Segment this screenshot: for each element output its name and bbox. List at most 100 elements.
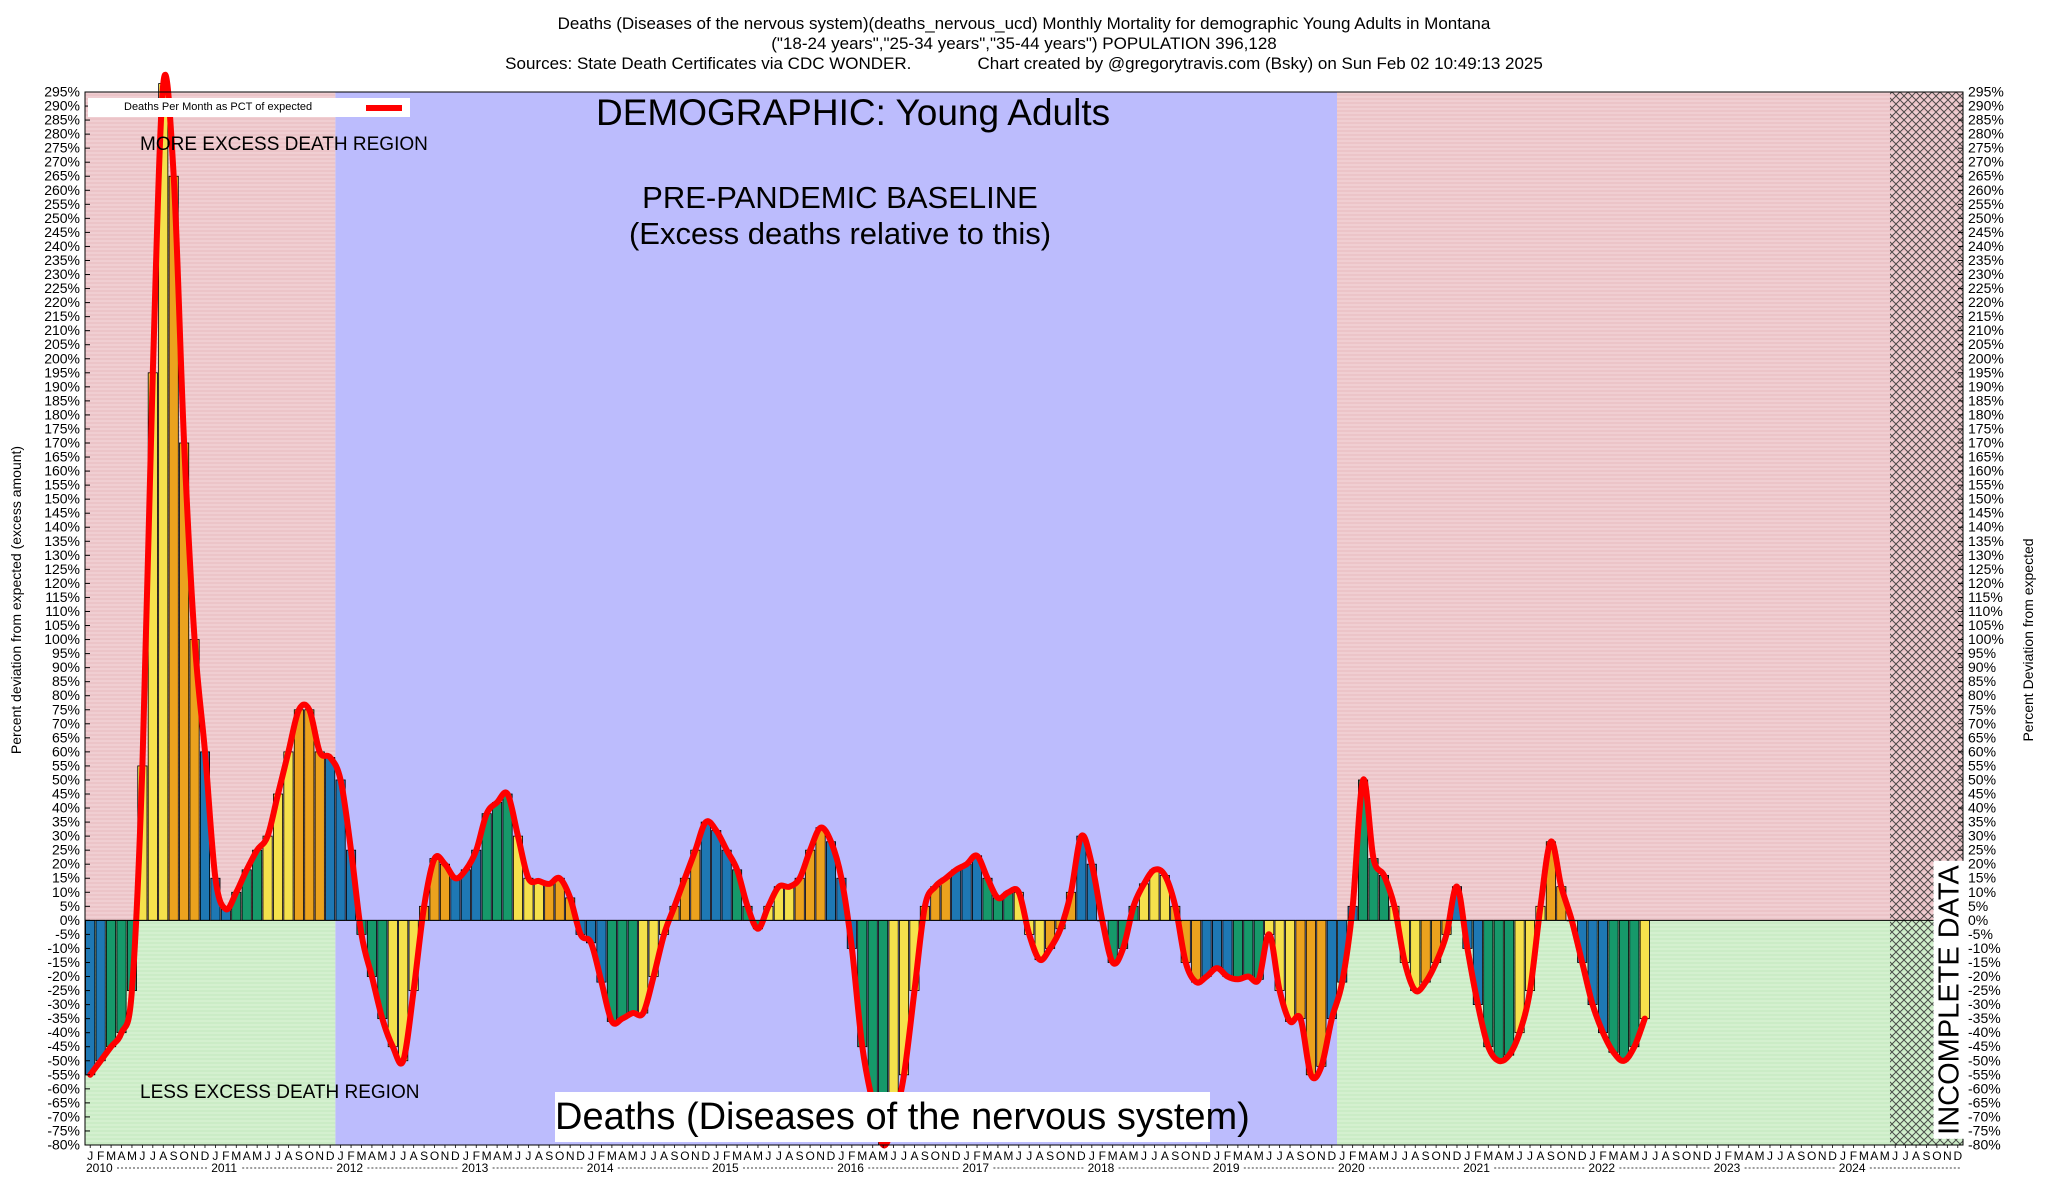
- x-month-label: D: [1703, 1149, 1712, 1163]
- x-month-label: F: [1599, 1149, 1606, 1163]
- baseline-region: [335, 92, 1337, 1145]
- y-tick-label-right: 55%: [1968, 757, 1996, 773]
- y-tick-label-left: 15%: [52, 870, 80, 886]
- y-tick-label-right: 165%: [1968, 449, 2004, 465]
- x-month-label: F: [848, 1149, 855, 1163]
- x-month-label: A: [118, 1149, 126, 1163]
- x-month-label: S: [1672, 1149, 1680, 1163]
- x-month-label: D: [1453, 1149, 1462, 1163]
- y-tick-label-right: -5%: [1968, 926, 1993, 942]
- x-month-label: D: [1828, 1149, 1837, 1163]
- x-year-label: 2013: [462, 1161, 489, 1175]
- y-tick-label-left: 85%: [52, 673, 80, 689]
- x-month-label: M: [1608, 1149, 1618, 1163]
- y-tick-label-left: 100%: [44, 631, 80, 647]
- bar: [304, 709, 315, 921]
- x-month-label: S: [295, 1149, 303, 1163]
- x-month-label: M: [482, 1149, 492, 1163]
- y-tick-label-left: 10%: [52, 884, 80, 900]
- x-month-label: O: [1306, 1149, 1315, 1163]
- bar: [1295, 919, 1306, 1020]
- y-tick-label-right: 245%: [1968, 224, 2004, 240]
- y-tick-label-right: 125%: [1968, 561, 2004, 577]
- demographic-label: DEMOGRAPHIC: Young Adults: [596, 92, 1111, 133]
- y-tick-label-right: -55%: [1968, 1066, 2001, 1082]
- y-tick-label-right: 235%: [1968, 252, 2004, 268]
- bar: [1629, 919, 1640, 1048]
- x-year-label: 2012: [336, 1161, 363, 1175]
- x-month-label: A: [869, 1149, 877, 1163]
- x-month-label: O: [805, 1149, 814, 1163]
- x-month-label: A: [1870, 1149, 1878, 1163]
- less-excess-region-pre: [85, 920, 336, 1145]
- y-tick-label-left: 175%: [44, 420, 80, 436]
- x-month-label: J: [1715, 1149, 1721, 1163]
- x-month-label: J: [713, 1149, 719, 1163]
- y-tick-label-left: 270%: [44, 154, 80, 170]
- x-month-label: F: [723, 1149, 730, 1163]
- y-tick-label-left: 40%: [52, 800, 80, 816]
- x-month-label: M: [1734, 1149, 1744, 1163]
- bar: [617, 919, 628, 1020]
- x-month-label: N: [1442, 1149, 1451, 1163]
- y-tick-label-right: 255%: [1968, 196, 2004, 212]
- x-year-label: 2020: [1338, 1161, 1365, 1175]
- x-month-label: J: [901, 1149, 907, 1163]
- x-month-label: M: [1629, 1149, 1639, 1163]
- x-month-label: J: [1590, 1149, 1596, 1163]
- bar: [711, 830, 722, 921]
- bar: [262, 835, 273, 921]
- x-month-label: M: [1129, 1149, 1139, 1163]
- bar: [293, 709, 304, 921]
- x-month-label: O: [305, 1149, 314, 1163]
- y-tick-label-right: 35%: [1968, 814, 1996, 830]
- x-month-label: J: [1151, 1149, 1157, 1163]
- bar: [544, 883, 555, 921]
- x-month-label: J: [150, 1149, 156, 1163]
- x-year-label: 2015: [712, 1161, 739, 1175]
- x-month-label: D: [451, 1149, 460, 1163]
- y-tick-label-right: 290%: [1968, 98, 2004, 114]
- y-tick-label-right: 45%: [1968, 786, 1996, 802]
- x-month-label: A: [1119, 1149, 1127, 1163]
- legend: Deaths Per Month as PCT of expected: [88, 98, 410, 117]
- y-tick-label-left: -40%: [47, 1024, 80, 1040]
- x-month-label: M: [1358, 1149, 1368, 1163]
- y-tick-label-left: -55%: [47, 1066, 80, 1082]
- bar: [95, 919, 106, 1062]
- y-tick-label-right: -30%: [1968, 996, 2001, 1012]
- y-tick-label-right: 100%: [1968, 631, 2004, 647]
- y-tick-label-right: 205%: [1968, 336, 2004, 352]
- x-month-label: A: [535, 1149, 543, 1163]
- x-month-label: J: [1391, 1149, 1397, 1163]
- y-tick-label-left: -65%: [47, 1094, 80, 1110]
- x-month-label: M: [1880, 1149, 1890, 1163]
- y-tick-label-left: 165%: [44, 449, 80, 465]
- y-tick-label-left: 280%: [44, 126, 80, 142]
- x-month-label: D: [201, 1149, 210, 1163]
- x-month-label: D: [1327, 1149, 1336, 1163]
- x-month-label: J: [1642, 1149, 1648, 1163]
- y-tick-label-left: 150%: [44, 491, 80, 507]
- x-month-label: J: [463, 1149, 469, 1163]
- bar: [940, 877, 951, 921]
- y-tick-label-right: 190%: [1968, 378, 2004, 394]
- x-month-label: J: [1892, 1149, 1898, 1163]
- x-year-label: 2019: [1213, 1161, 1240, 1175]
- x-month-label: D: [1202, 1149, 1211, 1163]
- metric-label: Deaths (Diseases of the nervous system): [555, 1092, 1250, 1142]
- y-tick-label-right: 170%: [1968, 435, 2004, 451]
- x-month-label: M: [1108, 1149, 1118, 1163]
- x-month-label: A: [243, 1149, 251, 1163]
- x-month-label: M: [628, 1149, 638, 1163]
- bar: [961, 863, 972, 921]
- x-month-label: J: [1214, 1149, 1220, 1163]
- y-tick-label-right: 65%: [1968, 729, 1996, 745]
- x-month-label: A: [1411, 1149, 1419, 1163]
- baseline-line-1: PRE-PANDEMIC BASELINE: [642, 180, 1038, 215]
- x-year-label: 2014: [587, 1161, 614, 1175]
- y-tick-label-right: 85%: [1968, 673, 1996, 689]
- y-tick-label-left: 30%: [52, 828, 80, 844]
- x-month-label: J: [87, 1149, 93, 1163]
